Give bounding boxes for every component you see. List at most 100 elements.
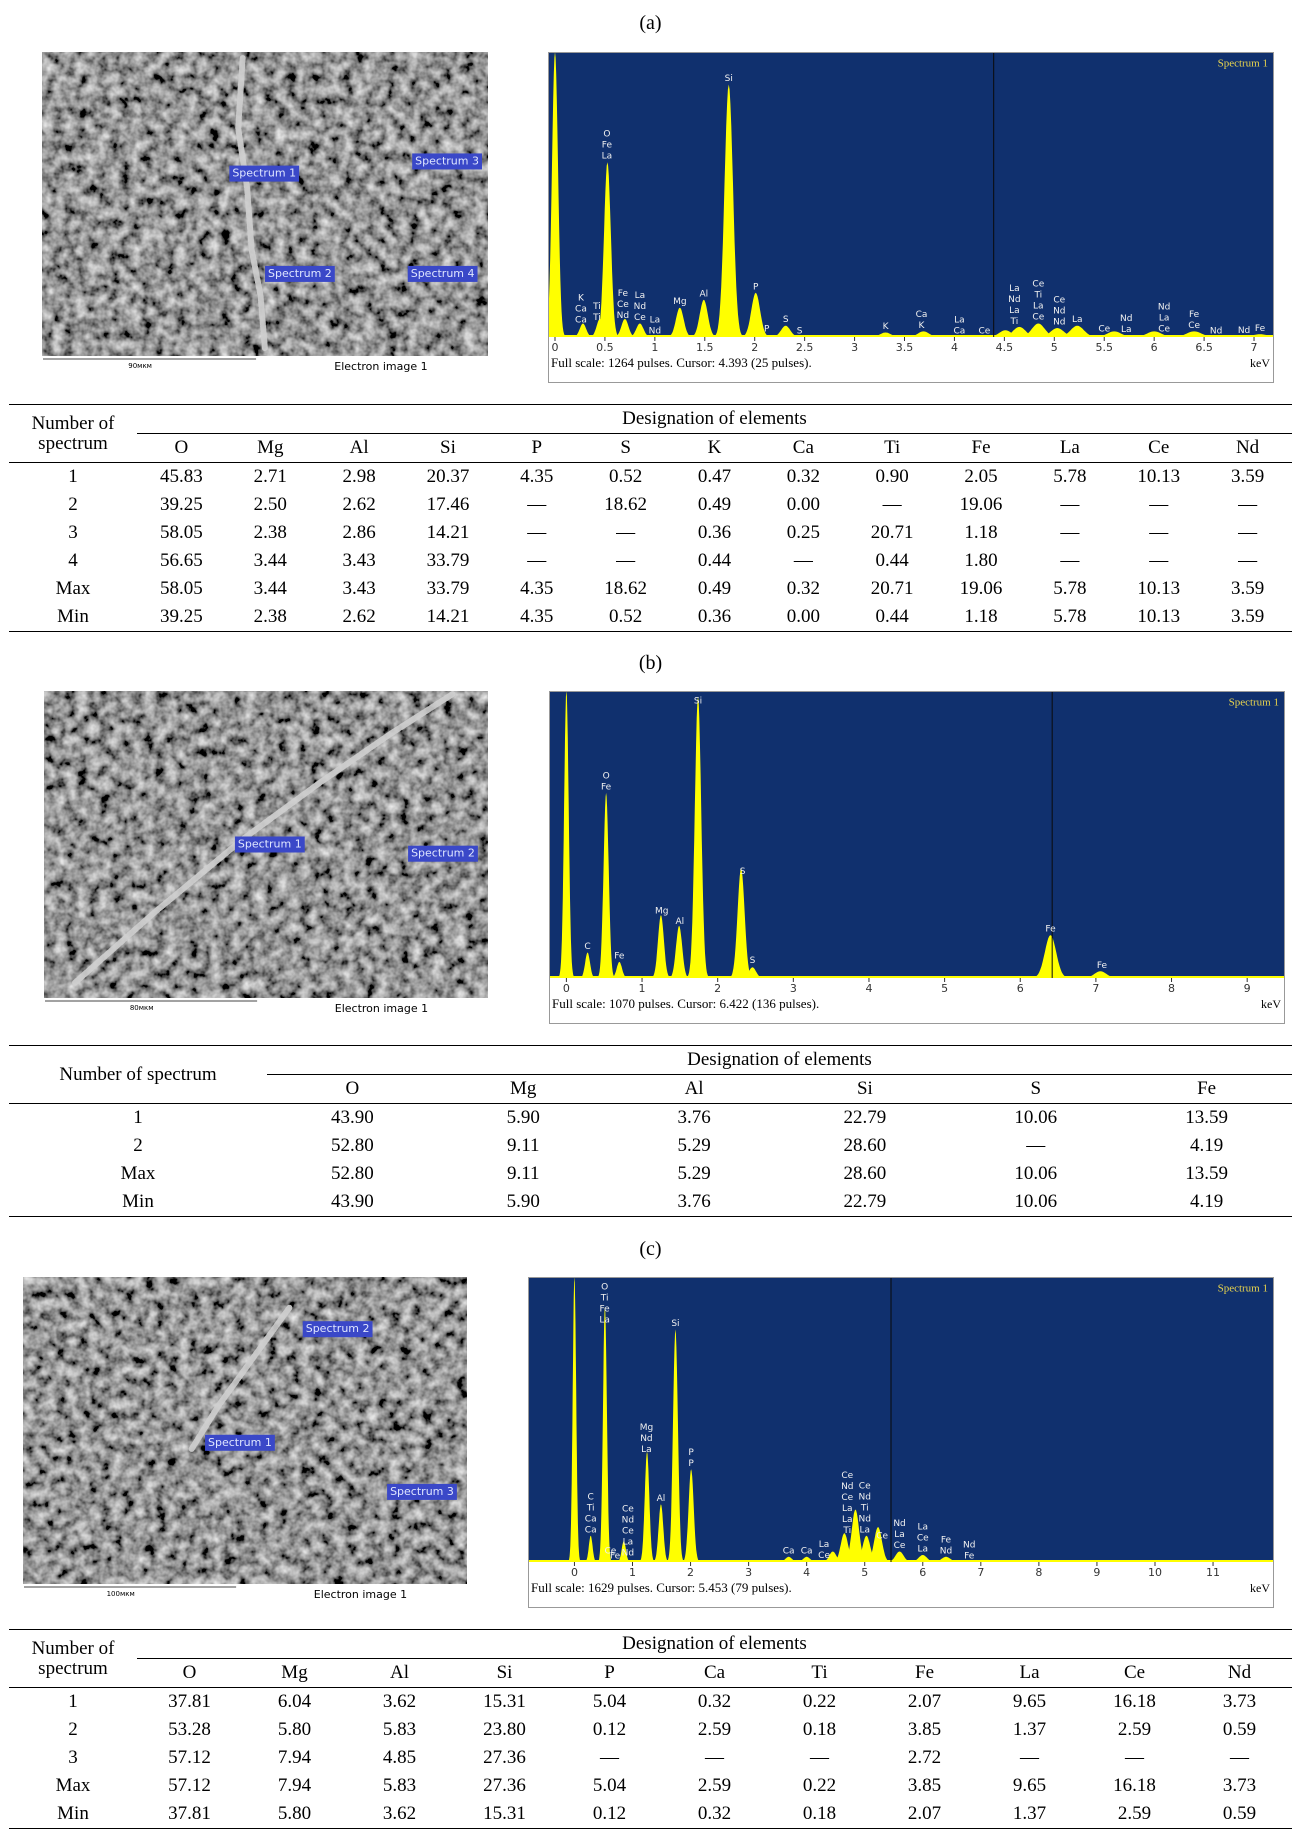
table-cell: 0.32 xyxy=(697,1803,732,1824)
x-tick-label: 8 xyxy=(1168,982,1175,995)
x-tick-label: 0 xyxy=(571,1566,578,1579)
column-header: Fe xyxy=(936,433,1026,463)
table-row: 4 56.65 3.44 3.43 33.79 — — 0.44 — 0.44 1.80 — — — xyxy=(9,547,1292,575)
table-cell: 2.59 xyxy=(697,1775,732,1796)
column-header: Ce xyxy=(1114,433,1204,463)
peak-label: Fe xyxy=(1189,310,1200,320)
spectrum-title: Spectrum 1 xyxy=(1218,1283,1268,1295)
spot-box xyxy=(205,1434,275,1451)
peak-label: Ca xyxy=(585,1525,597,1535)
peak-label: La xyxy=(602,152,613,162)
table-cell: — xyxy=(705,1747,724,1768)
group-header: Designation of elements xyxy=(267,1045,1292,1075)
table-cell: — xyxy=(810,1747,829,1768)
table-cell: 2.98 xyxy=(342,466,376,487)
row-label: 3 xyxy=(68,522,78,543)
peak xyxy=(862,1527,894,1562)
peak xyxy=(1031,328,1084,337)
column-header: Mg xyxy=(225,433,315,463)
table-cell: 58.05 xyxy=(160,578,203,599)
spectrum-spot-label: Spectrum 1 xyxy=(208,1436,272,1449)
peak xyxy=(1086,331,1142,337)
peaks xyxy=(548,52,1274,337)
table-cell: 15.31 xyxy=(483,1691,526,1712)
table-row: Min 37.81 5.80 3.62 15.31 0.12 0.32 0.18 2.07 1.3… xyxy=(9,1800,1292,1829)
peak-label: Fe xyxy=(618,289,629,299)
table-cell: 1.37 xyxy=(1012,1803,1047,1824)
peak-label: Ca xyxy=(585,1514,597,1524)
x-tick-label: 3 xyxy=(790,982,797,995)
peak-label: Nd xyxy=(1158,302,1170,312)
spot-box xyxy=(412,153,482,170)
peak-label: Al xyxy=(699,289,708,299)
table-cell: 17.46 xyxy=(426,494,470,515)
peak-label: Ce xyxy=(1188,321,1200,331)
table-cell: 10.06 xyxy=(1014,1163,1058,1184)
table-cell: 23.80 xyxy=(483,1719,526,1740)
peak-label: Fe xyxy=(610,1551,621,1561)
table-cell: 10.06 xyxy=(1014,1107,1058,1128)
column-header: Ti xyxy=(767,1658,872,1688)
table-cell: 0.25 xyxy=(786,522,820,543)
peak xyxy=(906,1555,940,1562)
table-cell: 10.13 xyxy=(1137,578,1181,599)
table-cell: 0.00 xyxy=(786,494,820,515)
peak xyxy=(1050,325,1104,337)
peak-label: P xyxy=(688,1448,694,1458)
table-row: Max 58.05 3.44 3.43 33.79 4.35 18.62 0.49 0.32 20… xyxy=(9,575,1292,603)
table-cell: 14.21 xyxy=(426,606,470,627)
row-label: 2 xyxy=(68,494,78,515)
peak-label: Fe xyxy=(602,141,613,151)
table-cell: 58.05 xyxy=(160,522,203,543)
peak-label: O xyxy=(603,771,610,781)
peak-label: La xyxy=(819,1540,830,1550)
table-cell: 5.80 xyxy=(277,1719,312,1740)
table-cell: 0.59 xyxy=(1222,1803,1257,1824)
row-label: 1 xyxy=(68,1691,78,1712)
table-cell: — xyxy=(1060,550,1080,571)
peak-label: Fe xyxy=(1255,324,1266,334)
x-tick-label: 6.5 xyxy=(1195,341,1213,354)
table-cell: 57.12 xyxy=(168,1775,211,1796)
peak xyxy=(651,1504,671,1562)
spot-box xyxy=(387,1483,457,1500)
peak-label: Ti xyxy=(586,1503,595,1513)
peak-label: Si xyxy=(725,74,733,84)
table-cell: 2.50 xyxy=(253,494,287,515)
electron-image: Spectrum 1 Spectrum 2 Spectrum 3 100мкм Elec… xyxy=(23,1277,467,1605)
peak-label: Nd xyxy=(1238,326,1250,336)
peak-label: Ti xyxy=(842,1526,851,1536)
table-cell: 9.11 xyxy=(506,1135,540,1156)
table-cell: 4.35 xyxy=(520,578,554,599)
table-cell: 28.60 xyxy=(843,1135,887,1156)
column-header: La xyxy=(977,1658,1082,1688)
table-cell: — xyxy=(616,550,636,571)
peak-label: Al xyxy=(676,917,685,927)
column-header: Fe xyxy=(1121,1074,1292,1104)
peak-label: Ca xyxy=(575,304,587,314)
table-cell: 1.18 xyxy=(964,522,998,543)
x-tick-label: 4 xyxy=(803,1566,810,1579)
peak-label: Nd xyxy=(963,1541,975,1551)
peak-label: Ce xyxy=(1053,296,1065,306)
frame xyxy=(528,1277,1274,1608)
table-cell: 4.35 xyxy=(520,466,554,487)
table-row: 1 43.90 5.90 3.76 22.79 10.06 13.59 xyxy=(9,1104,1292,1133)
peak-label: S xyxy=(750,956,756,966)
column-header: S xyxy=(581,433,671,463)
column-header: Fe xyxy=(872,1658,977,1688)
peak xyxy=(665,1329,686,1562)
peak-label: Ce xyxy=(818,1551,830,1561)
peak-label: La xyxy=(623,1537,634,1547)
column-header: Si xyxy=(403,433,493,463)
table-cell: — xyxy=(1026,1135,1046,1156)
peak xyxy=(638,1451,656,1562)
peak-label: Nd xyxy=(1053,307,1065,317)
peak xyxy=(1012,323,1064,337)
peak-label: Ce xyxy=(876,1531,888,1541)
peak-label: La xyxy=(1009,284,1020,294)
spot-box xyxy=(265,265,335,282)
row-label: Max xyxy=(55,1775,91,1796)
table-cell: 7.94 xyxy=(277,1747,312,1768)
image-strip xyxy=(23,1584,467,1605)
